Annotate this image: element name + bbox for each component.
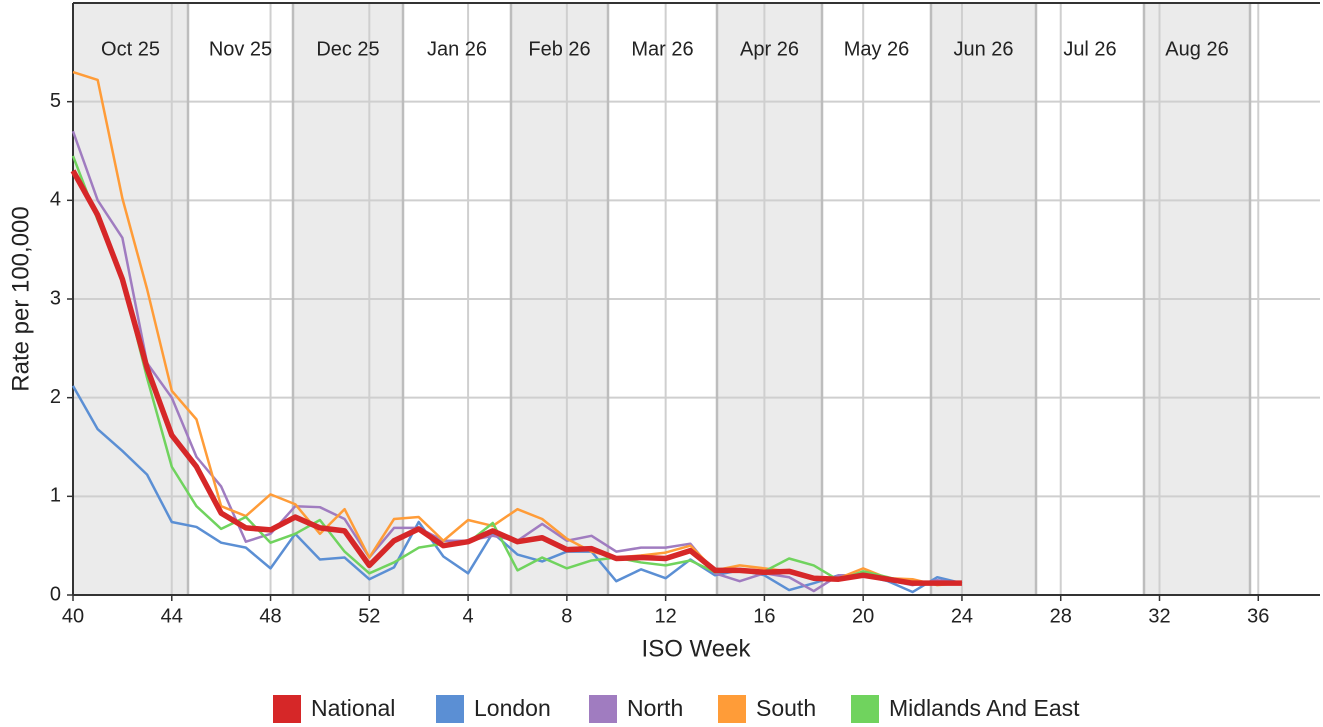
x-tick-label: 44 (161, 605, 183, 627)
series-line (71, 155, 962, 585)
band-label: Jan 26 (427, 38, 487, 60)
y-tick-label: 4 (50, 189, 61, 211)
y-axis-title: Rate per 100,000 (7, 206, 34, 391)
x-tick-label: 20 (852, 605, 874, 627)
legend-label: National (311, 695, 395, 721)
x-tick-label: 28 (1050, 605, 1072, 627)
legend-label: South (756, 695, 816, 721)
x-tick-label: 4 (463, 605, 474, 627)
series-line (70, 169, 962, 586)
band-label: Jul 26 (1063, 38, 1116, 60)
x-tick-label: 48 (259, 605, 281, 627)
y-tick-label: 1 (50, 485, 61, 507)
band-label: Apr 26 (740, 38, 799, 60)
legend-swatch (718, 695, 746, 723)
x-tick-label: 40 (62, 605, 84, 627)
y-tick-label: 0 (50, 583, 61, 605)
legend-swatch (589, 695, 617, 723)
x-tick-label: 16 (753, 605, 775, 627)
band-label: Dec 25 (316, 38, 379, 60)
series-line (71, 385, 963, 594)
x-tick-label: 8 (561, 605, 572, 627)
y-tick-label: 5 (50, 90, 61, 112)
band-label: May 26 (844, 38, 910, 60)
band-label: Jun 26 (953, 38, 1013, 60)
x-tick-label: 24 (951, 605, 973, 627)
band-label: Nov 25 (209, 38, 272, 60)
x-tick-label: 36 (1247, 605, 1269, 627)
legend-label: North (627, 695, 683, 721)
band-label: Oct 25 (101, 38, 160, 60)
band-label: Aug 26 (1165, 38, 1228, 60)
legend-label: Midlands And East (889, 695, 1080, 721)
x-tick-label: 32 (1148, 605, 1170, 627)
legend-swatch (273, 695, 301, 723)
legend-swatch (436, 695, 464, 723)
y-tick-label: 2 (50, 386, 61, 408)
x-tick-label: 12 (655, 605, 677, 627)
y-tick-label: 3 (50, 287, 61, 309)
band-label: Feb 26 (528, 38, 590, 60)
band-label: Mar 26 (631, 38, 693, 60)
x-tick-label: 52 (358, 605, 380, 627)
x-axis-title: ISO Week (642, 635, 752, 662)
legend-label: London (474, 695, 551, 721)
legend-swatch (851, 695, 879, 723)
